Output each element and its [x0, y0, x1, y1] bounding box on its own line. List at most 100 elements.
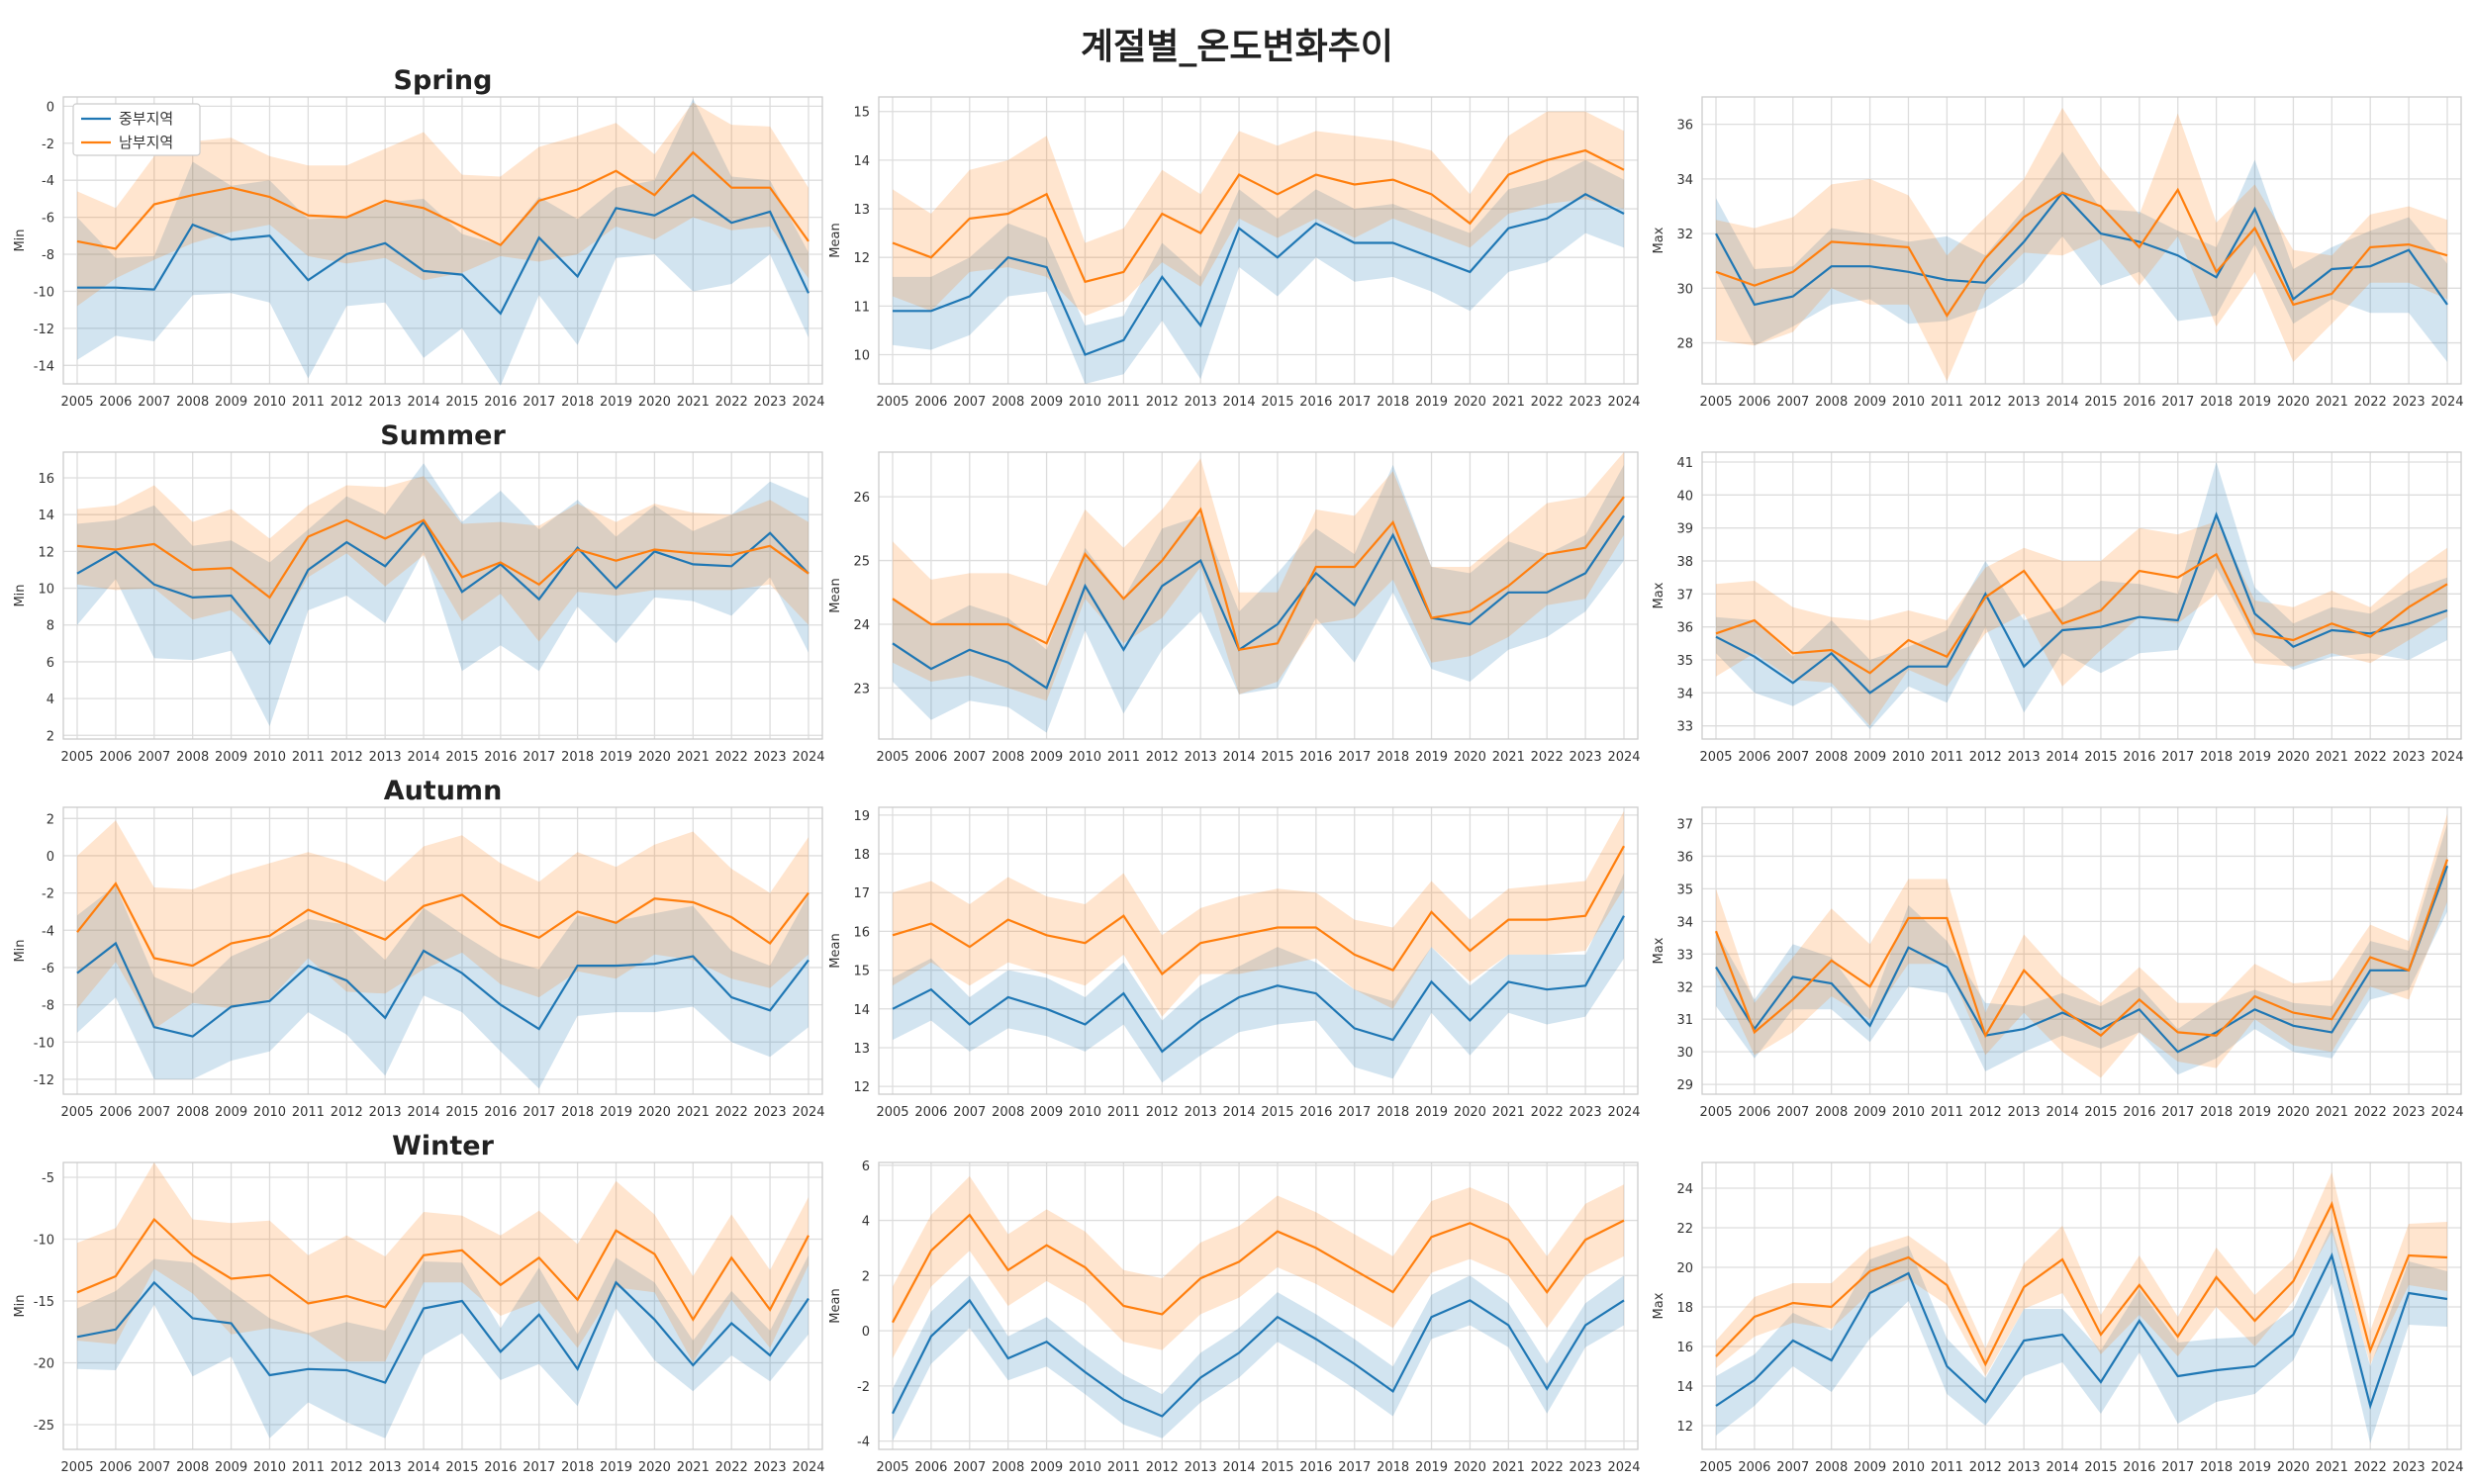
- subplot-summer-mean: 2005 2006 2007 2008 2009 2010 2011 2012 2013 2014…: [828, 451, 1641, 765]
- plot-frame: [1701, 451, 2462, 740]
- y-tick-label: -4: [42, 924, 54, 939]
- x-tick-label: 2009: [1030, 750, 1063, 765]
- x-tick-label: 2017: [523, 1105, 555, 1120]
- x-tick-label: 2008: [176, 1460, 209, 1475]
- x-tick-label: 2013: [2008, 1460, 2041, 1475]
- x-tick-label: 2011: [1931, 1460, 1963, 1475]
- confidence-band-central: [77, 463, 809, 726]
- y-tick-label: 4: [862, 1215, 870, 1230]
- y-tick-label: 2: [47, 729, 54, 744]
- x-tick-label: 2006: [914, 1460, 947, 1475]
- series-line-southern: [1715, 1200, 2448, 1367]
- x-tick-label: 2021: [2316, 1105, 2348, 1120]
- x-tick-label: 2021: [1492, 395, 1525, 410]
- x-tick-label: 2016: [1299, 1460, 1332, 1475]
- x-tick-label: 2014: [2046, 1460, 2079, 1475]
- x-tick-label: 2010: [1069, 395, 1101, 410]
- legend-label: 남부지역: [119, 134, 173, 151]
- x-tick-label: 2022: [715, 750, 748, 765]
- x-tick-label: 2007: [953, 395, 986, 410]
- x-tick-label: 2021: [2316, 1460, 2348, 1475]
- x-tick-label: 2018: [1377, 750, 1409, 765]
- x-tick-label: 2017: [523, 1460, 555, 1475]
- y-tick-label: 16: [1676, 1341, 1693, 1355]
- confidence-band-central: [77, 98, 809, 386]
- x-tick-label: 2011: [1107, 1460, 1140, 1475]
- x-tick-label: 2020: [638, 1460, 671, 1475]
- x-tick-label: 2018: [561, 1460, 594, 1475]
- x-tick-label: 2021: [1492, 1460, 1525, 1475]
- x-tick-label: 2016: [484, 395, 517, 410]
- y-tick-label: -8: [42, 248, 54, 263]
- x-tick-label: 2011: [1931, 750, 1963, 765]
- x-tick-label: 2011: [292, 750, 325, 765]
- y-tick-label: 2: [862, 1269, 870, 1284]
- x-tick-label: 2015: [445, 395, 478, 410]
- y-tick-label: -8: [42, 999, 54, 1014]
- x-tick-label: 2020: [638, 750, 671, 765]
- series-line-central: [892, 1298, 1625, 1418]
- x-tick-label: 2007: [1776, 1460, 1809, 1475]
- y-tick-label: 20: [1676, 1261, 1693, 1276]
- plot-frame: [1701, 806, 2462, 1095]
- x-tick-label: 2017: [2161, 750, 2194, 765]
- x-tick-label: 2019: [600, 1460, 632, 1475]
- y-tick-label: 15: [853, 106, 870, 121]
- x-tick-label: 2011: [292, 1460, 325, 1475]
- x-tick-label: 2022: [2354, 1460, 2387, 1475]
- y-tick-label: 6: [862, 1159, 870, 1174]
- y-tick-label: 22: [1676, 1222, 1693, 1237]
- x-tick-label: 2020: [638, 1105, 671, 1120]
- y-tick-label: 29: [1676, 1078, 1693, 1093]
- x-tick-label: 2020: [2277, 1105, 2310, 1120]
- x-tick-label: 2023: [1570, 1105, 1602, 1120]
- x-tick-label: 2009: [1030, 1460, 1063, 1475]
- x-tick-label: 2010: [1069, 750, 1101, 765]
- y-tick-label: -12: [34, 1073, 54, 1088]
- x-tick-label: 2010: [1069, 1105, 1101, 1120]
- x-tick-label: 2023: [754, 1105, 787, 1120]
- x-tick-label: 2019: [600, 395, 632, 410]
- x-tick-label: 2014: [2046, 750, 2079, 765]
- series-line-southern: [892, 148, 1625, 284]
- x-tick-label: 2022: [1531, 750, 1564, 765]
- series-line-central: [892, 514, 1625, 691]
- x-tick-label: 2012: [1969, 1460, 2002, 1475]
- x-tick-label: 2016: [2123, 1105, 2155, 1120]
- x-tick-label: 2010: [1892, 1105, 1925, 1120]
- confidence-band-southern: [77, 476, 809, 644]
- x-tick-label: 2022: [1531, 395, 1564, 410]
- x-tick-label: 2023: [1570, 395, 1602, 410]
- plot-frame: [878, 96, 1639, 385]
- x-tick-label: 2021: [2316, 750, 2348, 765]
- subplot-title: Spring: [394, 65, 493, 96]
- y-tick-label: 19: [853, 809, 870, 824]
- x-tick-label: 2022: [1531, 1460, 1564, 1475]
- x-tick-label: 2010: [253, 1105, 286, 1120]
- series-line-central: [1715, 511, 2448, 695]
- y-tick-label: 12: [853, 251, 870, 266]
- confidence-band-central: [893, 464, 1624, 733]
- y-tick-label: 36: [1676, 119, 1693, 134]
- y-axis-label: Mean: [828, 933, 843, 968]
- y-tick-label: 24: [853, 618, 870, 633]
- x-tick-label: 2015: [1261, 750, 1293, 765]
- series-line-southern: [76, 1217, 809, 1322]
- x-tick-label: 2005: [60, 1105, 93, 1120]
- y-tick-label: 2: [47, 812, 54, 827]
- x-tick-label: 2011: [1107, 395, 1140, 410]
- subplot-title: Summer: [380, 420, 506, 451]
- x-tick-label: 2012: [1146, 1460, 1179, 1475]
- x-tick-label: 2023: [2393, 1460, 2426, 1475]
- x-tick-label: 2013: [1185, 750, 1217, 765]
- x-tick-label: 2019: [1415, 750, 1448, 765]
- x-tick-label: 2019: [1415, 395, 1448, 410]
- x-tick-label: 2014: [408, 395, 440, 410]
- y-axis-label: Mean: [828, 578, 843, 612]
- x-tick-label: 2006: [1738, 1105, 1770, 1120]
- x-tick-label: 2005: [876, 1105, 908, 1120]
- x-tick-label: 2007: [953, 1105, 986, 1120]
- x-tick-label: 2014: [1223, 1460, 1256, 1475]
- x-tick-label: 2008: [992, 750, 1024, 765]
- x-tick-label: 2005: [1699, 395, 1732, 410]
